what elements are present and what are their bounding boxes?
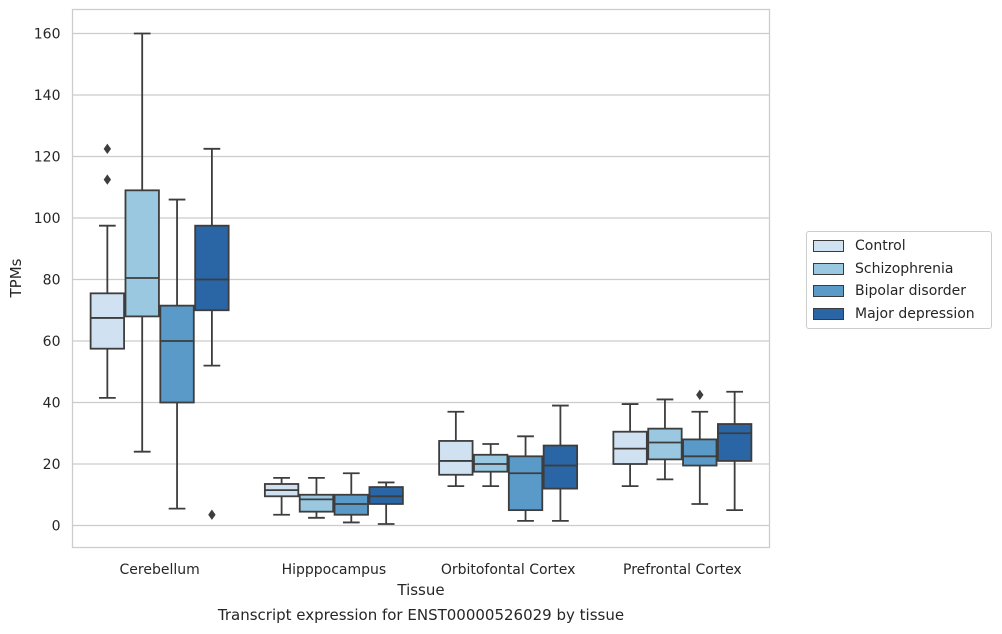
x-tick-label: Orbitofontal Cortex [441, 562, 576, 578]
x-axis-label: Tissue [396, 581, 444, 599]
box-0-3 [194, 147, 230, 520]
y-axis-label: TPMs [7, 258, 25, 298]
box-1-1 [298, 476, 335, 519]
y-tick-label: 100 [34, 211, 61, 227]
box-iqr [194, 224, 230, 312]
legend-swatch [813, 307, 844, 320]
legend-label: Control [855, 238, 906, 255]
legend: Control Schizophrenia Bipolar disorder Majo… [806, 231, 992, 329]
box-0-0 [89, 143, 125, 399]
legend-item: Control [807, 235, 991, 258]
outlier-point [103, 174, 112, 185]
legend-swatch [813, 285, 844, 298]
outlier-point [208, 509, 216, 520]
box-3-2 [682, 389, 718, 505]
y-tick-label: 60 [43, 334, 61, 350]
legend-label: Major depression [855, 305, 975, 322]
legend-label: Schizophrenia [855, 260, 954, 277]
box-iqr [682, 438, 718, 467]
legend-item: Bipolar disorder [807, 280, 991, 303]
box-iqr [542, 444, 579, 490]
box-1-3 [368, 481, 404, 525]
legend-item: Schizophrenia [807, 258, 991, 281]
y-tick-label: 80 [43, 273, 61, 289]
y-tick-label: 20 [43, 457, 61, 473]
box-iqr [124, 189, 160, 318]
y-tick-label: 160 [34, 27, 61, 43]
box-3-3 [717, 390, 753, 512]
y-tick-label: 0 [52, 519, 61, 535]
x-tick-label: Cerebellum [120, 562, 200, 578]
outlier-point [696, 389, 704, 401]
box-2-0 [438, 410, 474, 488]
y-tick-label: 140 [34, 88, 61, 104]
box-0-2 [159, 198, 195, 510]
box-iqr [438, 440, 474, 476]
legend-label: Bipolar disorder [855, 283, 967, 300]
y-tick-labels: 0 20 40 60 80 100 120 140 160 [34, 27, 61, 535]
box-2-3 [542, 404, 579, 522]
outlier-point [103, 143, 112, 155]
box-iqr [507, 455, 544, 512]
y-tick-label: 120 [34, 150, 61, 166]
box-2-1 [473, 443, 509, 488]
legend-swatch [813, 240, 844, 253]
box-iqr [89, 292, 125, 350]
x-tick-label: Prefrontal Cortex [623, 562, 742, 578]
box-1-0 [263, 476, 300, 516]
x-tick-label: Hipppocampus [282, 562, 387, 578]
box-3-0 [612, 403, 648, 488]
legend-item: Major depression [807, 303, 991, 326]
box-0-1 [124, 32, 160, 453]
box-1-2 [333, 472, 369, 524]
y-tick-label: 40 [43, 396, 61, 412]
box-iqr [298, 493, 335, 513]
plot-frame [71, 8, 771, 549]
x-tick-labels: Cerebellum Hipppocampus Orbitofontal Corte… [120, 562, 742, 578]
box-iqr [717, 423, 753, 462]
box-iqr [159, 304, 195, 404]
boxes [89, 32, 753, 525]
chart-caption: Transcript expression for ENST0000052602… [217, 606, 625, 624]
box-iqr [647, 427, 683, 461]
box-3-1 [647, 398, 683, 481]
box-2-2 [507, 435, 544, 522]
legend-swatch [813, 262, 844, 275]
